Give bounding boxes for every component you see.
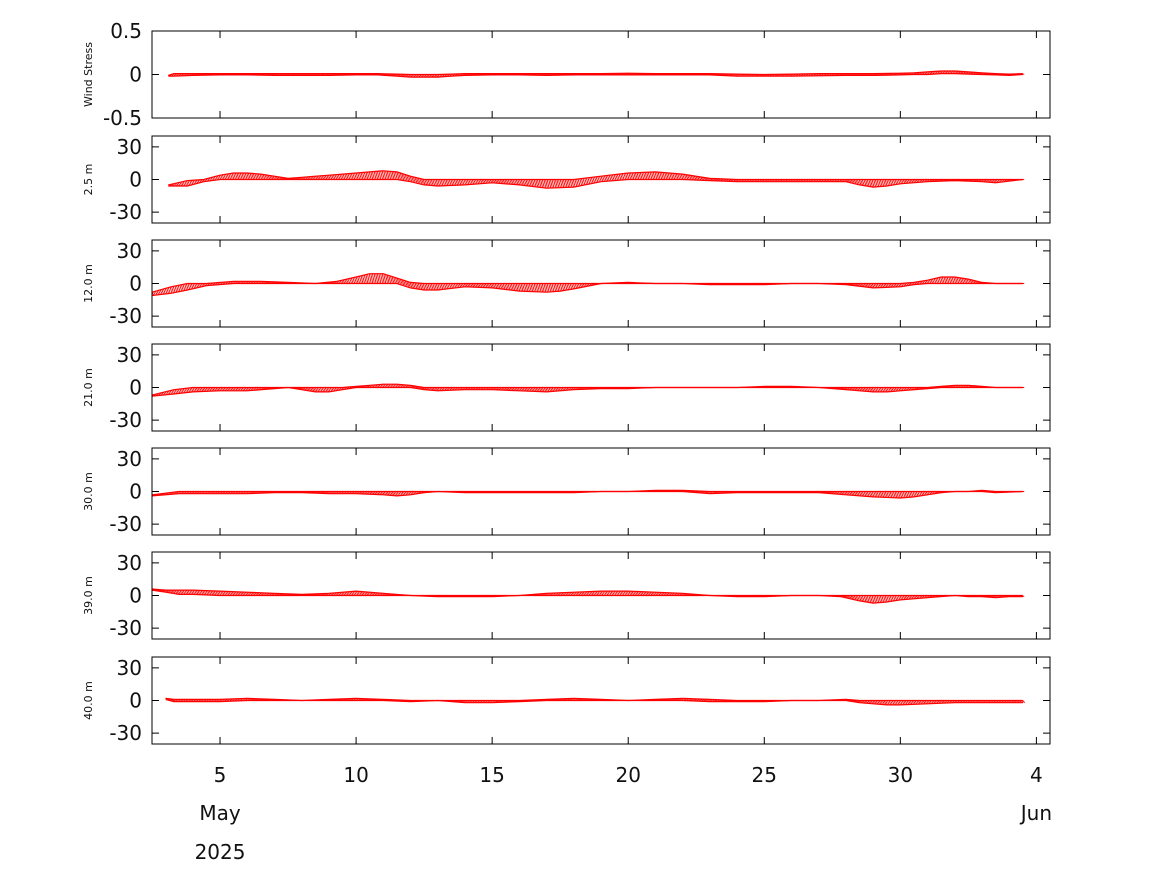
series-upper-edge-3 <box>151 383 1023 396</box>
series-lower-edge-4 <box>151 490 1023 499</box>
series-lower-edge-3 <box>151 386 1023 397</box>
xtick-label-1: 10 <box>343 763 368 787</box>
ytick-label-2-0: 30 <box>117 239 142 263</box>
panel-label-5: 39.0 m <box>82 576 95 615</box>
ytick-label-5-0: 30 <box>117 551 142 575</box>
series-upper-edge-1 <box>168 170 1023 186</box>
panel-label-6: 40.0 m <box>82 681 95 720</box>
panel-label-0: Wind Stress <box>82 42 95 107</box>
series-upper-edge-5 <box>151 588 1023 597</box>
ytick-label-1-2: -30 <box>109 200 142 224</box>
ytick-label-2-2: -30 <box>109 304 142 328</box>
ytick-label-4-1: 0 <box>129 480 142 504</box>
ytick-label-3-2: -30 <box>109 408 142 432</box>
ytick-label-5-2: -30 <box>109 616 142 640</box>
xtick-label-6: 4 <box>1030 763 1043 787</box>
ytick-label-6-1: 0 <box>129 689 142 713</box>
ytick-label-4-2: -30 <box>109 512 142 536</box>
year-label: 2025 <box>195 840 246 864</box>
xtick-label-5: 30 <box>888 763 913 787</box>
stick-series-2 <box>151 273 1025 296</box>
month-label-may: May <box>199 801 241 825</box>
xtick-label-3: 20 <box>615 763 640 787</box>
ytick-label-0-1: 0 <box>129 63 142 87</box>
month-label-jun: Jun <box>1019 801 1052 825</box>
ytick-label-3-1: 0 <box>129 376 142 400</box>
series-lower-edge-6 <box>165 698 1023 706</box>
ytick-label-4-0: 30 <box>117 447 142 471</box>
stick-series-3 <box>151 383 1025 397</box>
series-lower-edge-5 <box>151 589 1023 604</box>
ytick-label-0-2: -0.5 <box>103 106 142 130</box>
panel-label-3: 21.0 m <box>82 368 95 407</box>
xtick-label-2: 15 <box>479 763 504 787</box>
panel-label-2: 12.0 m <box>82 264 95 303</box>
ytick-label-1-1: 0 <box>129 168 142 192</box>
series-lower-edge-2 <box>151 282 1023 297</box>
ytick-label-6-0: 30 <box>117 656 142 680</box>
panel-label-1: 2.5 m <box>82 164 95 196</box>
ytick-label-0-0: 0.5 <box>110 19 142 43</box>
ytick-label-2-1: 0 <box>129 272 142 296</box>
ytick-label-1-0: 30 <box>117 135 142 159</box>
ytick-label-3-0: 30 <box>117 343 142 367</box>
xtick-label-0: 5 <box>214 763 227 787</box>
panel-label-4: 30.0 m <box>82 472 95 511</box>
series-lower-edge-1 <box>168 178 1023 189</box>
ytick-label-5-1: 0 <box>129 584 142 608</box>
xtick-label-4: 25 <box>752 763 777 787</box>
ytick-label-6-2: -30 <box>109 721 142 745</box>
series-upper-edge-0 <box>168 70 1023 76</box>
series-lower-edge-0 <box>168 73 1023 78</box>
